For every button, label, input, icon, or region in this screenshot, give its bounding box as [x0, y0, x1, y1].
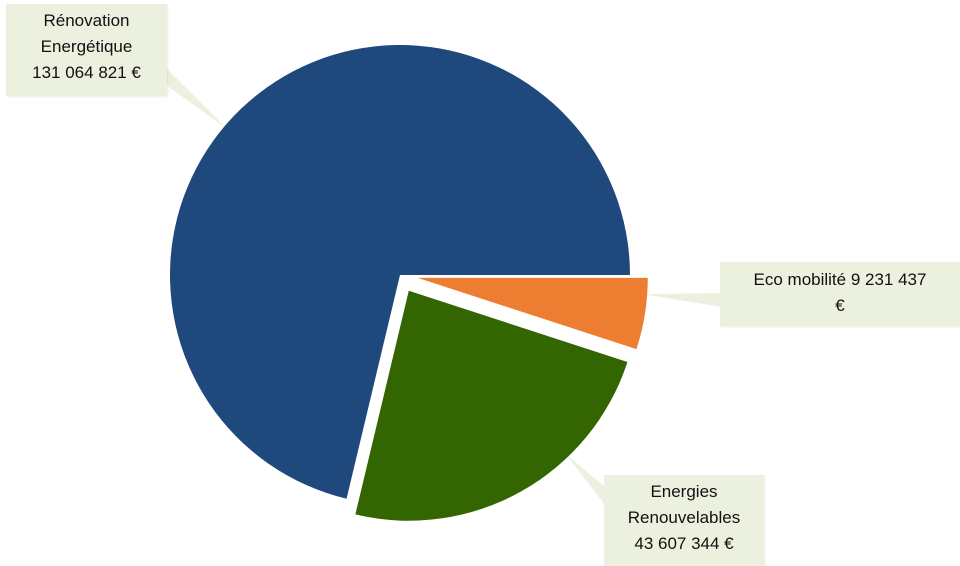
- leader-line-eco-mobilite: [643, 293, 723, 307]
- data-label-renovation: Rénovation Energétique 131 064 821 €: [6, 4, 167, 96]
- leader-line-renovation: [155, 66, 228, 130]
- pie-slices: [169, 44, 648, 521]
- data-label-renovation-line2: Energétique: [40, 37, 133, 56]
- data-label-enr-line3: 43 607 344 €: [634, 534, 734, 553]
- pie-slice-eco-mobilit-: [417, 277, 648, 350]
- data-label-eco-line1: Eco mobilité 9 231 437: [753, 270, 927, 289]
- data-label-eco-mobilite: Eco mobilité 9 231 437 €: [720, 262, 960, 326]
- data-label-renovation-line3: 131 064 821 €: [32, 63, 141, 82]
- data-label-eco-line2: €: [835, 296, 845, 315]
- data-label-enr-line2: Renouvelables: [627, 508, 741, 527]
- data-label-energies-renouvelables: Energies Renouvelables 43 607 344 €: [604, 475, 764, 566]
- data-label-renovation-line1: Rénovation: [43, 11, 130, 30]
- pie-slice-energies-renouvelables: [355, 290, 628, 521]
- leader-lines: [155, 66, 723, 505]
- pie-slice-r-novation-energ-tique: [169, 44, 631, 499]
- data-label-enr-line1: Energies: [650, 482, 718, 501]
- leader-line-energies-renouvelables: [565, 453, 616, 505]
